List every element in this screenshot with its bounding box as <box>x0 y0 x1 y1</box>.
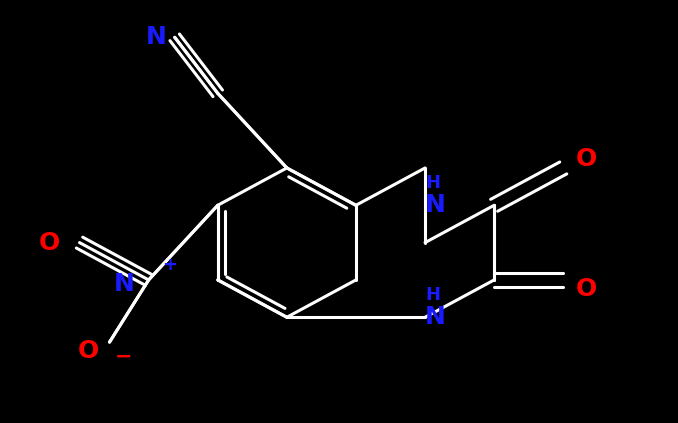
Text: +: + <box>162 256 177 274</box>
Text: O: O <box>576 277 597 301</box>
Text: −: − <box>115 347 133 367</box>
Text: O: O <box>576 147 597 171</box>
Text: H: H <box>425 286 440 304</box>
Text: N: N <box>146 25 167 49</box>
Text: N: N <box>113 272 134 296</box>
Text: H: H <box>425 174 440 192</box>
Text: O: O <box>39 231 60 255</box>
Text: N: N <box>425 305 446 329</box>
Text: O: O <box>78 339 99 363</box>
Text: N: N <box>425 193 446 217</box>
